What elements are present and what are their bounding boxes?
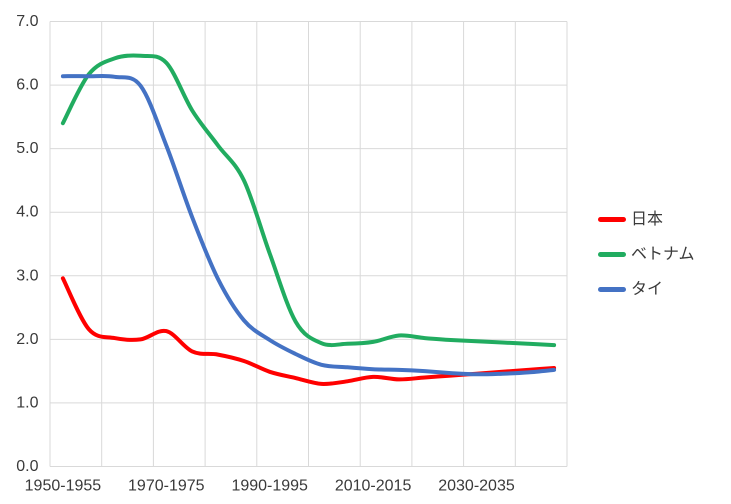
legend-item-vietnam[interactable]: ベトナム [598, 243, 695, 266]
series-line-vietnam[interactable] [60, 53, 557, 348]
y-tick-label: 3.0 [16, 267, 38, 284]
legend-label: 日本 [631, 210, 664, 228]
y-tick-label: 5.0 [16, 140, 38, 157]
legend-label: ベトナム [631, 245, 695, 263]
legend-item-japan[interactable]: 日本 [598, 208, 695, 231]
series-line-thailand[interactable] [60, 73, 557, 377]
legend-label: タイ [631, 280, 664, 298]
y-tick-label: 2.0 [16, 331, 38, 348]
y-tick-label: 4.0 [16, 204, 38, 221]
x-tick-label: 1950-1955 [25, 478, 102, 495]
legend-marker-japan [598, 217, 626, 222]
x-tick-label: 2010-2015 [335, 478, 412, 495]
legend-item-thailand[interactable]: タイ [598, 278, 695, 301]
x-tick-label: 2030-2035 [438, 478, 515, 495]
x-tick-label: 1970-1975 [128, 478, 205, 495]
y-tick-label: 7.0 [16, 13, 38, 30]
legend: 日本 ベトナム タイ [598, 208, 695, 301]
y-tick-label: 6.0 [16, 77, 38, 94]
legend-marker-thailand [598, 287, 626, 292]
x-tick-label: 1990-1995 [231, 478, 308, 495]
legend-marker-vietnam [598, 252, 626, 257]
y-tick-label: 1.0 [16, 394, 38, 411]
y-tick-label: 0.0 [16, 458, 38, 475]
